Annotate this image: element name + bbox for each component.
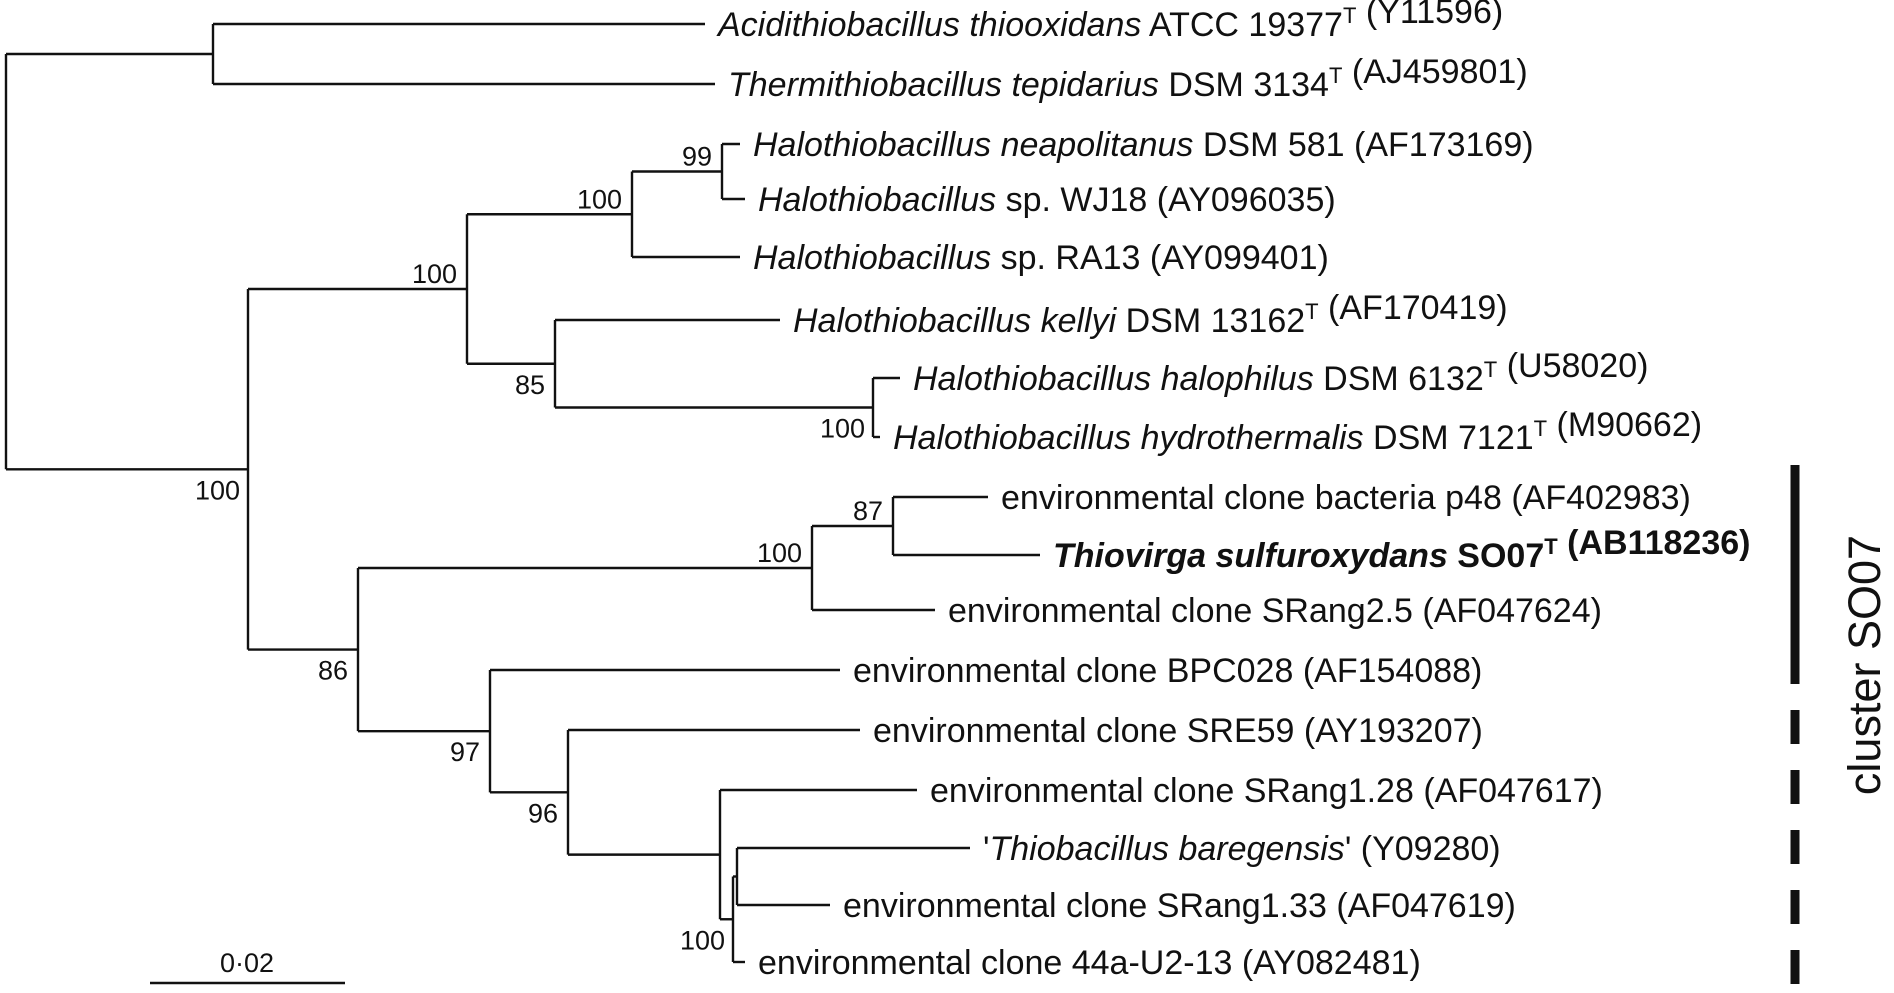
- bootstrap-value: 100: [412, 259, 457, 289]
- bootstrap-value: 85: [515, 370, 545, 400]
- taxon-label: environmental clone SRE59 (AY193207): [873, 712, 1483, 750]
- bootstrap-value: 99: [682, 142, 712, 172]
- taxon-label: Halothiobacillus kellyi DSM 13162T (AF17…: [793, 289, 1508, 340]
- taxon-label: Thiovirga sulfuroxydans SO07T (AB118236): [1053, 524, 1750, 575]
- taxon-label: Acidithiobacillus thiooxidans ATCC 19377…: [716, 0, 1503, 44]
- bootstrap-value: 100: [820, 414, 865, 444]
- taxon-label: environmental clone BPC028 (AF154088): [853, 652, 1482, 690]
- tree-branches: [4, 22, 1040, 964]
- taxon-label: environmental clone SRang1.33 (AF047619): [843, 887, 1516, 925]
- cluster-so07-marker: cluster SO07: [1790, 465, 1890, 990]
- bootstrap-value: 96: [528, 798, 558, 828]
- taxon-label: Halothiobacillus sp. WJ18 (AY096035): [758, 181, 1336, 219]
- bootstrap-value: 86: [318, 656, 348, 686]
- taxon-label: Halothiobacillus sp. RA13 (AY099401): [753, 239, 1329, 277]
- taxon-label: Halothiobacillus halophilus DSM 6132T (U…: [913, 347, 1648, 398]
- bootstrap-value: 100: [195, 475, 240, 505]
- scale-bar-label: 0·02: [220, 948, 274, 978]
- bootstrap-value: 100: [577, 184, 622, 214]
- taxon-labels: Acidithiobacillus thiooxidans ATCC 19377…: [716, 0, 1750, 982]
- bootstrap-value: 100: [680, 925, 725, 955]
- scale-bar: 0·02: [150, 948, 345, 985]
- taxon-label: environmental clone 44a-U2-13 (AY082481): [758, 944, 1421, 982]
- cluster-label: cluster SO07: [1839, 535, 1890, 795]
- taxon-label: environmental clone SRang1.28 (AF047617): [930, 772, 1603, 810]
- taxon-label: environmental clone SRang2.5 (AF047624): [948, 592, 1602, 630]
- bootstrap-value: 97: [450, 737, 480, 767]
- bootstrap-value: 100: [757, 538, 802, 568]
- bootstrap-value: 87: [853, 496, 883, 526]
- taxon-label: environmental clone bacteria p48 (AF4029…: [1001, 479, 1691, 517]
- taxon-label: Halothiobacillus neapolitanus DSM 581 (A…: [753, 126, 1534, 164]
- taxon-label: Thermithiobacillus tepidarius DSM 3134T …: [728, 53, 1528, 104]
- taxon-label: Halothiobacillus hydrothermalis DSM 7121…: [893, 406, 1702, 457]
- taxon-label: 'Thiobacillus baregensis' (Y09280): [983, 830, 1501, 868]
- bootstrap-values: 99 100 100 85 100 100 87 100 86 97 96 100: [195, 142, 883, 956]
